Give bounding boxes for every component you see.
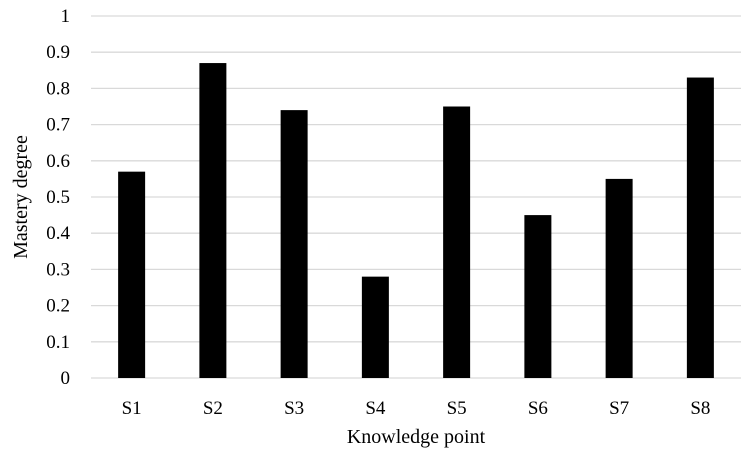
x-tick-label: S4 [365,398,386,419]
y-tick-label: 0.1 [46,332,70,353]
x-tick-label: S1 [122,398,142,419]
bar-s2 [199,63,227,379]
bar-s8 [686,77,714,378]
y-tick-label: 0.5 [46,187,70,208]
y-tick-label: 0.8 [46,78,70,99]
bar-s7 [605,178,633,378]
y-tick-label: 0.7 [46,115,70,136]
bar-s3 [280,110,308,379]
bar-s6 [524,215,552,378]
x-tick-label: S6 [528,398,548,419]
gridlines [91,15,741,379]
y-tick-label: 1 [61,6,71,27]
bar-s5 [443,106,471,378]
x-tick-label: S7 [609,398,629,419]
bar-s1 [118,171,146,378]
bar-s4 [361,276,389,378]
y-tick-label: 0.9 [46,42,70,63]
x-tick-label: S2 [203,398,223,419]
y-tick-label: 0.6 [46,151,70,172]
y-tick-label: 0.4 [46,223,70,244]
x-tick-label: S3 [284,398,304,419]
x-tick-label: S5 [447,398,467,419]
y-tick-label: 0.2 [46,296,70,317]
x-axis-title: Knowledge point [347,426,486,448]
bars [118,63,714,379]
y-axis-title: Mastery degree [10,135,32,259]
y-tick-label: 0.3 [46,259,70,280]
x-tick-label: S8 [690,398,710,419]
x-axis-tick-labels: S1 S2 S3 S4 S5 S6 S7 S8 [122,398,711,419]
y-tick-label: 0 [61,368,71,389]
y-axis-tick-labels: 0 0.1 0.2 0.3 0.4 0.5 0.6 0.7 0.8 0.9 1 [46,6,70,389]
